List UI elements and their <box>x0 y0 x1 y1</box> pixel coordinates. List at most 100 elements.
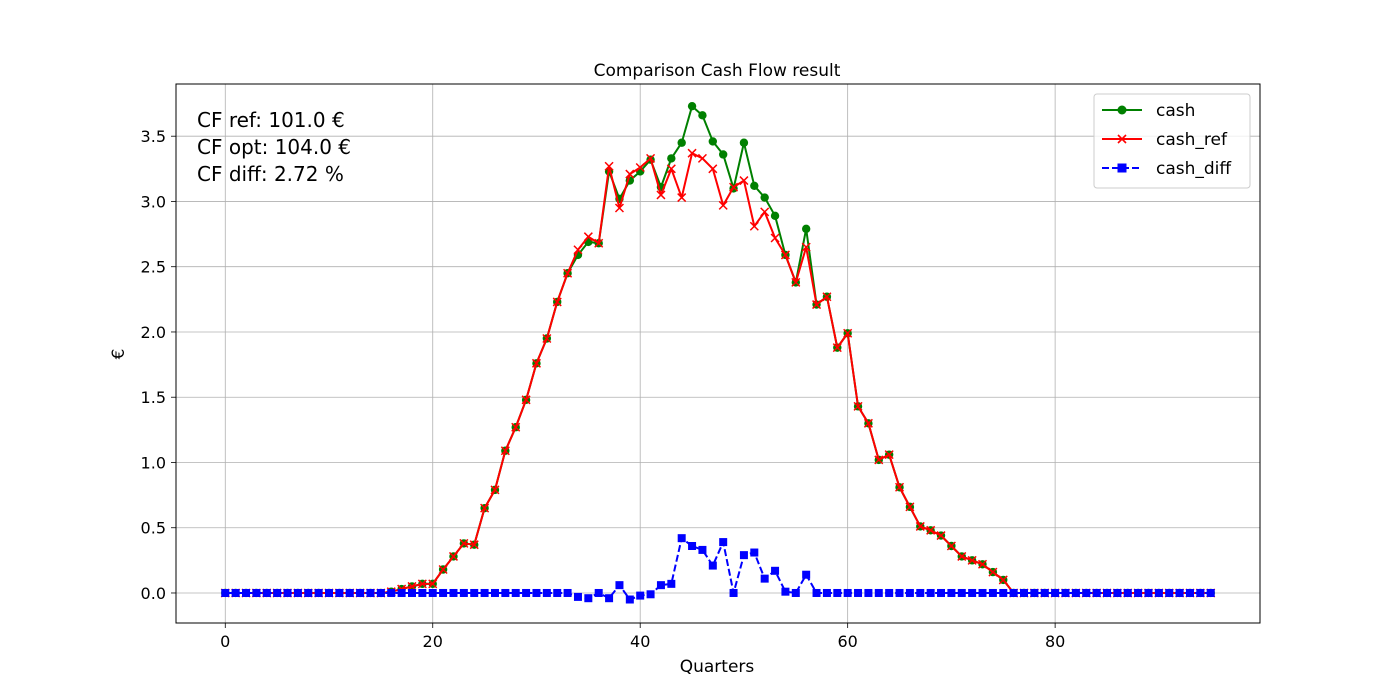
data-point <box>366 588 375 597</box>
data-point <box>937 588 946 597</box>
data-point <box>915 521 925 531</box>
series-layer <box>220 101 1216 604</box>
data-point <box>531 358 541 368</box>
data-point <box>1185 588 1194 597</box>
data-point <box>957 588 966 597</box>
data-point <box>697 153 707 163</box>
y-axis-label: € <box>109 349 129 360</box>
data-point <box>864 588 873 597</box>
data-point <box>884 450 894 460</box>
data-point <box>325 588 334 597</box>
data-point <box>688 542 697 550</box>
data-point <box>646 153 656 163</box>
legend: cash cash_ref cash_diff <box>1093 93 1251 189</box>
data-point <box>760 193 769 202</box>
legend-entry-cash: cash <box>1102 101 1195 121</box>
series-line-cash <box>225 105 1211 594</box>
legend-marker-circle <box>1117 105 1127 115</box>
data-point <box>667 579 676 588</box>
data-point <box>625 169 635 179</box>
data-point <box>283 588 292 597</box>
data-point <box>978 588 987 597</box>
data-point <box>1196 588 1205 597</box>
data-point <box>522 588 531 597</box>
legend-marker-x <box>1117 134 1127 144</box>
data-point <box>511 588 520 597</box>
data-point <box>604 161 614 171</box>
data-point <box>262 588 271 597</box>
data-point <box>553 588 562 597</box>
legend-entry-cash-diff: cash_diff <box>1102 159 1232 179</box>
data-point <box>718 200 728 210</box>
data-point <box>636 591 645 600</box>
data-point <box>843 328 853 338</box>
data-point <box>760 574 769 583</box>
y-tick-label: 2.5 <box>141 258 166 277</box>
data-point <box>998 575 1008 585</box>
data-point <box>677 138 686 147</box>
data-point <box>1206 588 1215 597</box>
annotation-cf-ref: CF ref: 101.0 € <box>197 108 345 132</box>
data-point <box>708 561 717 570</box>
data-point <box>729 182 739 192</box>
data-point <box>977 559 988 569</box>
data-point <box>698 545 707 554</box>
data-point <box>542 333 552 344</box>
data-point <box>490 588 499 597</box>
data-point <box>708 137 718 146</box>
data-point <box>999 588 1008 597</box>
data-point <box>428 588 437 597</box>
data-point <box>345 588 354 597</box>
data-point <box>687 148 697 158</box>
data-point <box>843 588 852 597</box>
legend-marker-square <box>1117 163 1127 173</box>
data-point <box>1144 588 1153 597</box>
data-point <box>448 551 459 561</box>
annotation-cf-diff: CF diff: 2.72 % <box>197 162 344 186</box>
data-point <box>583 232 593 242</box>
data-point <box>407 588 416 597</box>
y-tick-label: 1.0 <box>141 453 166 472</box>
data-point <box>895 588 904 597</box>
data-point <box>335 588 344 597</box>
data-point <box>822 588 831 597</box>
data-point <box>812 300 822 310</box>
data-point <box>739 176 749 186</box>
data-point <box>739 138 749 147</box>
data-point <box>770 211 780 221</box>
data-point <box>418 588 427 597</box>
data-point <box>242 588 251 597</box>
data-point <box>438 564 448 575</box>
series-cash-ref <box>220 148 1216 598</box>
data-point <box>926 588 935 597</box>
data-point <box>708 164 718 174</box>
data-point <box>1134 588 1143 597</box>
legend-box <box>1093 93 1251 189</box>
x-tick-label: 20 <box>423 632 443 651</box>
data-point <box>552 297 562 307</box>
data-point <box>1061 588 1070 597</box>
data-point <box>988 588 997 597</box>
data-point <box>304 588 313 597</box>
data-point <box>605 594 614 603</box>
data-point <box>781 587 790 596</box>
data-point <box>802 570 811 579</box>
data-point <box>231 588 240 597</box>
data-point <box>500 446 510 456</box>
data-point <box>532 588 541 597</box>
data-point <box>677 534 686 543</box>
data-point <box>221 588 230 597</box>
x-axis-label: Quarters <box>680 657 755 677</box>
data-point <box>480 503 490 513</box>
data-point <box>677 193 687 203</box>
x-tick-label: 0 <box>220 632 230 651</box>
summary-annotations: CF ref: 101.0 € CF opt: 104.0 € CF diff:… <box>197 108 351 186</box>
data-point <box>926 525 936 535</box>
data-point <box>542 588 551 597</box>
data-point <box>314 588 323 597</box>
data-point <box>594 588 603 597</box>
data-point <box>801 242 811 252</box>
data-point <box>667 154 676 163</box>
data-point <box>874 455 884 465</box>
data-point <box>387 588 396 597</box>
